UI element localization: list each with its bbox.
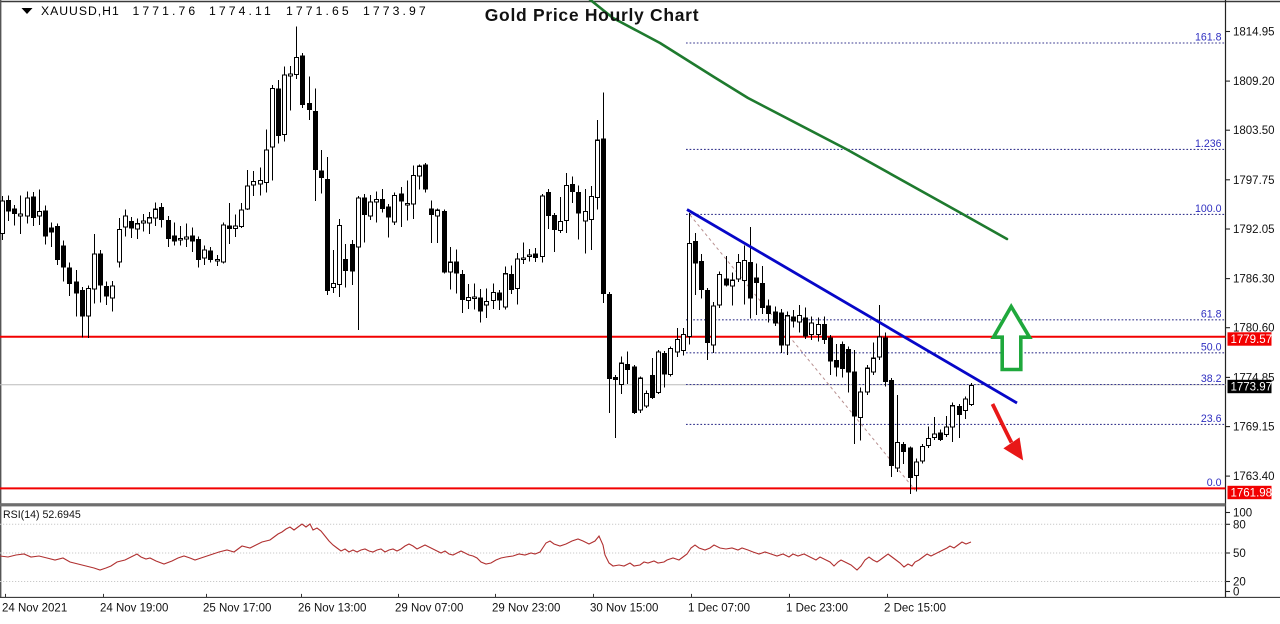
svg-text:1771.76: 1771.76 (133, 4, 199, 18)
svg-text:1.236: 1.236 (1195, 138, 1222, 150)
svg-text:1 Dec 23:00: 1 Dec 23:00 (786, 603, 848, 615)
svg-text:1803.50: 1803.50 (1233, 125, 1275, 137)
svg-text:1797.75: 1797.75 (1233, 175, 1275, 187)
svg-text:24 Nov 2021: 24 Nov 2021 (2, 603, 67, 615)
svg-text:26 Nov 13:00: 26 Nov 13:00 (298, 603, 366, 615)
svg-text:2 Dec 15:00: 2 Dec 15:00 (884, 603, 946, 615)
svg-text:0: 0 (1233, 587, 1239, 599)
svg-text:1761.98: 1761.98 (1231, 488, 1273, 500)
svg-text:1792.05: 1792.05 (1233, 224, 1275, 236)
svg-text:25 Nov 17:00: 25 Nov 17:00 (203, 603, 271, 615)
svg-text:80: 80 (1233, 519, 1246, 531)
svg-text:Gold Price Hourly Chart: Gold Price Hourly Chart (485, 5, 699, 25)
svg-text:1809.20: 1809.20 (1233, 76, 1275, 88)
svg-text:100: 100 (1233, 508, 1252, 520)
svg-text:24 Nov 19:00: 24 Nov 19:00 (100, 603, 168, 615)
svg-text:XAUUSD,H1: XAUUSD,H1 (41, 4, 120, 18)
svg-text:1 Dec 07:00: 1 Dec 07:00 (688, 603, 750, 615)
svg-text:1814.95: 1814.95 (1233, 27, 1275, 39)
svg-text:1773.97: 1773.97 (1231, 382, 1273, 394)
svg-text:23.6: 23.6 (1201, 413, 1222, 425)
svg-text:1769.15: 1769.15 (1233, 422, 1275, 434)
svg-text:100.0: 100.0 (1195, 203, 1222, 215)
svg-text:61.8: 61.8 (1201, 308, 1222, 320)
svg-text:0.0: 0.0 (1207, 477, 1222, 489)
svg-text:20: 20 (1233, 577, 1246, 589)
svg-text:1779.57: 1779.57 (1231, 334, 1273, 346)
svg-text:RSI(14) 52.6945: RSI(14) 52.6945 (3, 509, 81, 521)
svg-text:1763.40: 1763.40 (1233, 471, 1275, 483)
svg-text:29 Nov 23:00: 29 Nov 23:00 (492, 603, 560, 615)
svg-text:29 Nov 07:00: 29 Nov 07:00 (395, 603, 463, 615)
svg-text:38.2: 38.2 (1201, 373, 1222, 385)
svg-text:1786.30: 1786.30 (1233, 274, 1275, 286)
svg-text:30 Nov 15:00: 30 Nov 15:00 (590, 603, 658, 615)
svg-text:1774.11: 1774.11 (209, 4, 274, 18)
svg-text:161.8: 161.8 (1195, 32, 1222, 44)
svg-text:1773.97: 1773.97 (363, 4, 429, 18)
svg-text:50.0: 50.0 (1201, 341, 1222, 353)
svg-text:1771.65: 1771.65 (286, 4, 352, 18)
svg-text:1780.60: 1780.60 (1233, 323, 1275, 335)
svg-text:50: 50 (1233, 548, 1246, 560)
